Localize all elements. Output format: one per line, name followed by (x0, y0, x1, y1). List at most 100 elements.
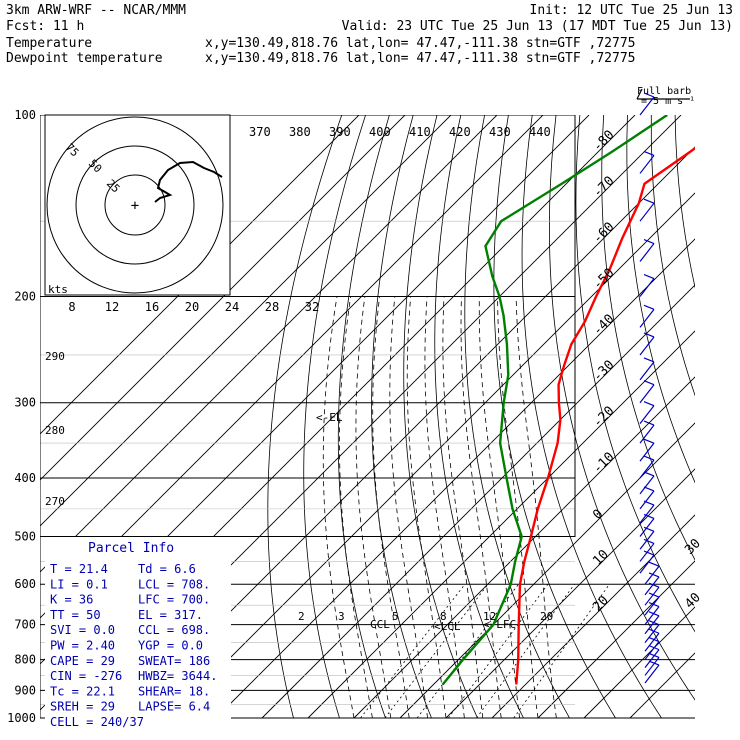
parcel-info-left: SVI = 0.0 (50, 623, 115, 637)
isotherm-line (261, 284, 695, 719)
isotherm-line (445, 468, 695, 719)
isotherm-line (399, 422, 695, 719)
theta-labels: 370 380 390 400 410 420 430 440 (249, 125, 551, 139)
pressure-axis: 100 200 300 400 500 600 700 800 900 1000 (7, 108, 36, 725)
parcel-info-title: Parcel Info (88, 541, 174, 556)
el-marker: <-EL (316, 411, 343, 424)
isotherm-line (629, 652, 695, 719)
mixing-ratio-line (384, 583, 489, 719)
parcel-info-right: Td = 6.6 (138, 562, 196, 576)
wind-barb-icon (644, 624, 660, 644)
model-title: 3km ARW-WRF -- NCAR/MMM (6, 3, 186, 18)
isotherm-line (169, 192, 695, 719)
isotherm-line (353, 376, 695, 719)
mixing-ratio-label: 3 (338, 610, 345, 623)
wind-barb-icon (639, 384, 655, 404)
isotherm-label: -30 (590, 358, 617, 385)
wind-barb-flag (643, 500, 655, 506)
isotherm-label: 40 (682, 590, 704, 612)
moist-adiabat-line (478, 296, 520, 719)
hodograph-ring-75 (46, 116, 224, 294)
wind-barb-flag (643, 513, 655, 520)
pressure-tick-label: 100 (14, 108, 36, 122)
dry-adiabat-line (521, 115, 662, 719)
wind-barb-icon (644, 641, 660, 660)
wind-barb-icon (644, 565, 660, 585)
isotherm-label: 0 (590, 507, 606, 523)
wind-barb-flag (643, 438, 655, 444)
theta-label: 370 (249, 125, 271, 139)
mixing-ratio-label: 5 (392, 610, 399, 623)
parcel-info-right: SHEAR= 18. (138, 684, 210, 698)
wind-barb-flag (643, 332, 655, 338)
moist-adiabat-line (515, 296, 557, 719)
wind-barb-icon (639, 554, 655, 574)
wind-barb-flag (643, 150, 655, 156)
parcel-info-left: SREH = 29 (50, 700, 115, 714)
moist-adiabat-line (442, 296, 484, 719)
wind-barb-flag (648, 572, 660, 578)
parcel-info-right: EL = 317. (138, 608, 203, 622)
wind-barb-flag (648, 620, 660, 626)
pressure-tick-label: 800 (14, 653, 36, 667)
dry-adiabat-line (699, 115, 740, 718)
wind-barb-icon (644, 649, 660, 668)
dry-adiabat-line (626, 115, 695, 484)
pressure-tick-label: 700 (14, 618, 36, 632)
wind-barb-icon (644, 657, 660, 676)
pressure-tick-label: 500 (14, 529, 36, 543)
theta-label: 410 (409, 125, 431, 139)
wind-barb-icon (639, 361, 655, 381)
wind-barb-icon (639, 243, 655, 262)
wind-barb-flag (648, 652, 660, 658)
wind-barb-flag (643, 401, 655, 407)
pressure-tick-label: 300 (14, 396, 36, 410)
wind-barb-flag (643, 455, 655, 461)
wind-barb-icon (639, 202, 655, 222)
parcel-info-right: YGP = 0.0 (138, 639, 203, 653)
hodograph-trace (154, 160, 223, 203)
wind-barb-flag (643, 380, 655, 386)
wind-barb-flag (643, 486, 655, 492)
wind-barb-flag (643, 471, 655, 477)
isotherm-line (40, 115, 360, 435)
moist-adiabat-line (424, 296, 465, 719)
isotherm-label: -50 (590, 266, 617, 293)
valid-time: Valid: 23 UTC Tue 25 Jun 13 (17 MDT Tue … (342, 19, 733, 34)
isotherm-label: 10 (590, 547, 612, 569)
wind-key-label: Full barb (637, 86, 691, 97)
isotherm-line (307, 330, 695, 719)
ccl-marker: CCL (370, 618, 390, 631)
theta-label: 400 (369, 125, 391, 139)
init-time: Init: 12 UTC Tue 25 Jun 13 (530, 3, 734, 18)
wind-barb-flag (643, 538, 655, 544)
pressure-tick-label: 900 (14, 683, 36, 697)
isotherm-label: 30 (682, 536, 704, 558)
pressure-tick-label: 600 (14, 577, 36, 591)
wind-barb-flag (648, 645, 660, 651)
moist-adiabat-line (460, 296, 502, 719)
parcel-info-right: LCL = 708. (138, 577, 210, 591)
wind-barb-flag (643, 304, 655, 310)
legend-temperature-label: Temperature (6, 36, 92, 51)
wind-barb-icon (644, 664, 660, 684)
parcel-info-left: TT = 50 (50, 608, 101, 622)
isotherm-line (583, 606, 695, 719)
pressure-tick-label: 400 (14, 471, 36, 485)
theta-label: 380 (289, 125, 311, 139)
wind-barb-flag (643, 526, 655, 532)
pressure-tick-label: 1000 (7, 711, 36, 725)
hodograph-x-tick: 32 (305, 300, 319, 314)
wind-barb-flag (643, 357, 655, 363)
parcel-info-right: LAPSE= 6.4 (138, 700, 210, 714)
legend-dewpoint-location: x,y=130.49,818.76 lat,lon= 47.47,-111.38… (205, 51, 635, 66)
isotherm-line (40, 115, 406, 481)
theta-label: 440 (529, 125, 551, 139)
hodograph-x-ticks: 8 12 16 20 24 28 32 (68, 300, 319, 314)
wind-barb-flag (648, 561, 660, 567)
lcl-marker: <LCL (434, 620, 461, 633)
isotherm-label: 20 (590, 593, 612, 615)
wind-barb-icon (639, 459, 655, 479)
wind-barb-flag (643, 238, 655, 245)
